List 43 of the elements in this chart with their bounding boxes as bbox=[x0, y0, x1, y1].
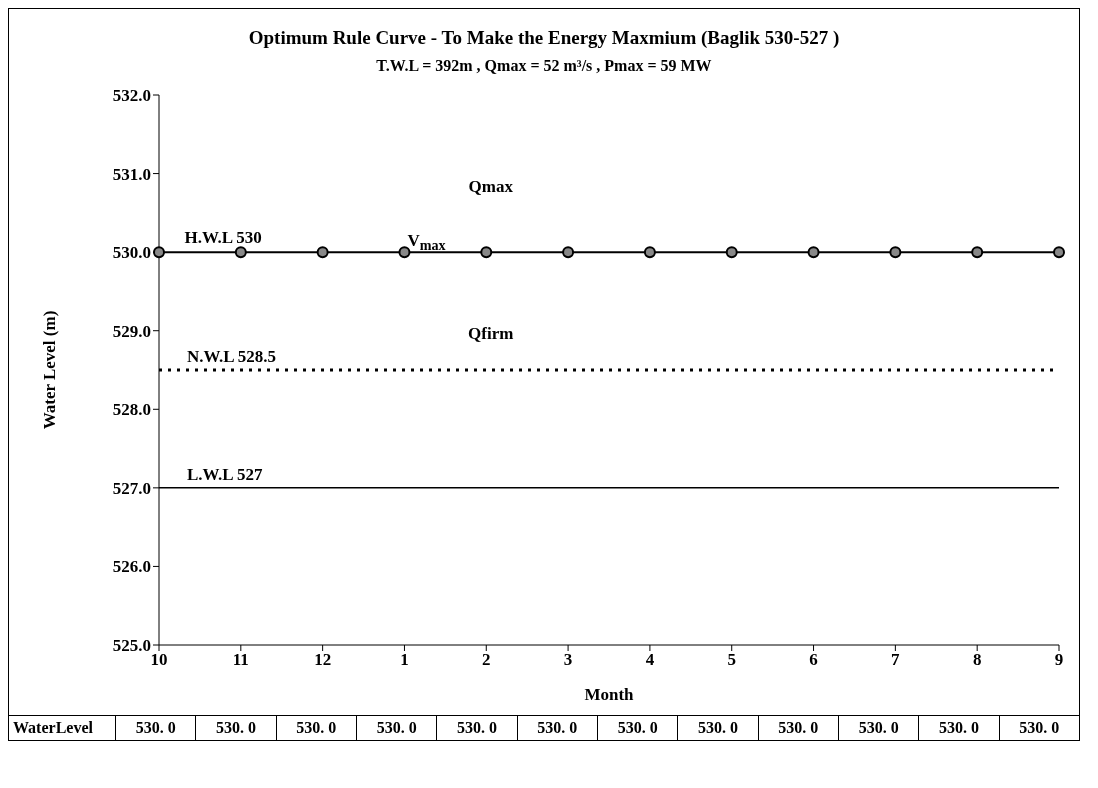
data-label: 530. 0 bbox=[757, 716, 838, 740]
x-tick-label: 3 bbox=[563, 650, 573, 670]
chart-title: Optimum Rule Curve - To Make the Energy Maxmium (Baglik 530-527 ) bbox=[247, 27, 841, 49]
data-label: 530. 0 bbox=[998, 716, 1079, 740]
x-axis-title: Month bbox=[584, 685, 635, 704]
x-tick-label: 10 bbox=[150, 650, 168, 670]
y-tick-label: 528.0 bbox=[112, 400, 151, 420]
y-tick-label: 532.0 bbox=[112, 86, 151, 106]
annotation: H.W.L 530 bbox=[184, 227, 262, 248]
y-tick-label: 530.0 bbox=[112, 243, 151, 263]
x-tick-label: 11 bbox=[232, 650, 249, 670]
y-tick-label: 529.0 bbox=[112, 321, 151, 341]
data-label: 530. 0 bbox=[195, 716, 276, 740]
x-tick-label: 7 bbox=[891, 650, 901, 670]
x-tick-label: 4 bbox=[645, 650, 655, 670]
x-tick-label: 8 bbox=[972, 650, 982, 670]
x-tick-label: 5 bbox=[727, 650, 736, 670]
x-tick-label: 9 bbox=[1054, 650, 1064, 670]
annotation: V$_{max}$ bbox=[407, 230, 446, 255]
y-tick-label: 527.0 bbox=[112, 478, 151, 498]
data-label: 530. 0 bbox=[275, 716, 356, 740]
ref-line-label: L.W.L 527 bbox=[187, 464, 263, 484]
data-label: 530. 0 bbox=[436, 716, 517, 740]
data-label: 530. 0 bbox=[356, 716, 437, 740]
data-label: 530. 0 bbox=[677, 716, 758, 740]
x-tick-label: 6 bbox=[809, 650, 818, 670]
data-label: 530. 0 bbox=[837, 716, 919, 740]
legend-label: WaterLevel bbox=[12, 718, 94, 738]
y-tick-label: 531.0 bbox=[112, 164, 151, 184]
data-label: 530. 0 bbox=[596, 716, 678, 740]
data-label: 530. 0 bbox=[918, 716, 999, 740]
y-tick-label: 526.0 bbox=[112, 557, 151, 577]
y-tick-label: 525.0 bbox=[112, 636, 151, 656]
annotation: Qfirm bbox=[468, 323, 514, 344]
data-label: 530. 0 bbox=[115, 716, 196, 740]
y-axis-title: Water Level (m) bbox=[40, 310, 60, 430]
x-tick-label: 12 bbox=[314, 650, 332, 670]
x-tick-label: 2 bbox=[482, 650, 491, 670]
annotation: Qmax bbox=[468, 176, 513, 197]
x-tick-label: 1 bbox=[400, 650, 409, 670]
chart-subtitle: T.W.L = 392m , Qmax = 52 m³/s , Pmax = 59 MW bbox=[375, 57, 713, 75]
ref-line-label: N.W.L 528.5 bbox=[187, 347, 277, 366]
data-label: 530. 0 bbox=[516, 716, 597, 740]
